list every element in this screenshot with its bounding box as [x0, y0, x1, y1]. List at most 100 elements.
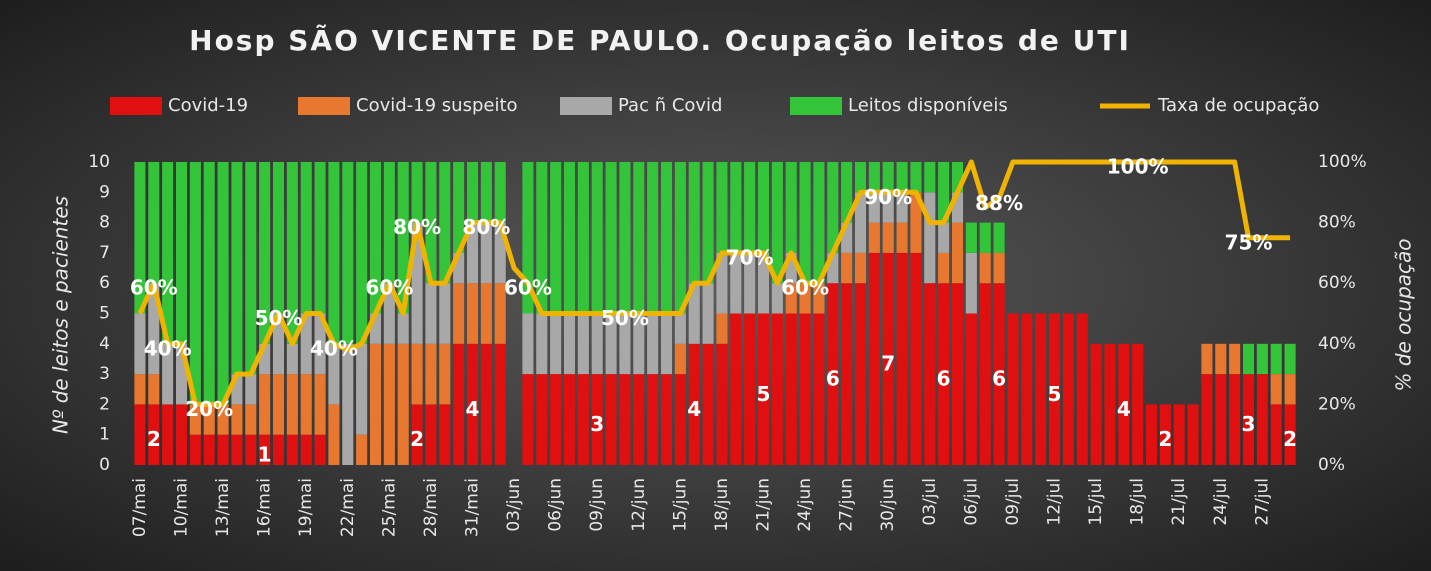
bar-segment — [314, 374, 326, 435]
y2-tick-label: 20% — [1318, 394, 1356, 414]
y-tick-label: 5 — [99, 304, 110, 324]
bar-segment — [369, 343, 382, 465]
bar-segment — [979, 252, 991, 284]
bar-segment — [494, 222, 506, 284]
bar-segment — [272, 374, 285, 435]
x-tick-label: 30/jun — [878, 478, 898, 532]
x-tick-label: 03/jul — [920, 478, 940, 526]
bar-segment — [716, 162, 728, 253]
bar-segment — [480, 343, 492, 465]
data-label: 80% — [462, 215, 510, 239]
bar-segment — [369, 162, 382, 314]
bar-segment — [272, 162, 285, 314]
bar-segment — [286, 374, 298, 435]
bar-segment — [314, 434, 326, 465]
bar-segment — [688, 283, 700, 344]
bar-segment — [425, 404, 437, 465]
data-label: 90% — [864, 185, 912, 209]
bar-segment — [951, 283, 964, 465]
bar-segment — [771, 283, 783, 314]
bar-segment — [868, 162, 880, 193]
bar-segment — [716, 343, 728, 465]
bar-segment — [231, 162, 243, 375]
bar-segment — [1229, 374, 1241, 465]
bar-segment — [563, 374, 576, 465]
bar-segment — [231, 404, 243, 435]
bar-segment — [841, 162, 853, 223]
bar-segment — [577, 162, 589, 314]
x-tick-label: 22/mai — [338, 478, 358, 537]
y-tick-label: 1 — [99, 425, 110, 445]
data-label: 6 — [937, 367, 951, 391]
bar-segment — [1201, 374, 1213, 465]
bar-segment — [647, 374, 659, 465]
bar-segment — [300, 162, 312, 314]
bar-segment — [771, 313, 783, 465]
data-label: 60% — [365, 276, 413, 300]
legend-swatch — [110, 97, 162, 115]
y2-tick-label: 100% — [1318, 152, 1367, 172]
bar-segment — [619, 374, 631, 465]
bar-segment — [314, 313, 326, 375]
bar-segment — [1242, 374, 1255, 465]
x-tick-label: 15/jul — [1086, 478, 1106, 526]
bar-segment — [148, 283, 160, 375]
bar-segment — [938, 283, 950, 465]
bar-segment — [453, 162, 465, 253]
bar-segment — [938, 162, 950, 223]
bar-segment — [1062, 313, 1074, 465]
bar-segment — [189, 404, 201, 435]
bar-segment — [175, 343, 188, 405]
chart-title: Hosp SÃO VICENTE DE PAULO. Ocupação leit… — [189, 23, 1131, 57]
bar-segment — [480, 162, 492, 223]
bar-segment — [550, 374, 562, 465]
bar-segment — [259, 374, 271, 435]
bar-segment — [259, 162, 271, 344]
x-tick-label: 18/jul — [1128, 478, 1148, 526]
bar-segment — [259, 343, 271, 375]
bar-segment — [1187, 404, 1199, 465]
y-tick-label: 3 — [99, 364, 110, 384]
bar-segment — [1118, 343, 1130, 465]
bar-segment — [231, 434, 243, 465]
bar-segment — [799, 162, 811, 284]
bar-segment — [383, 343, 395, 465]
bar-segment — [425, 162, 437, 284]
bar-segment — [744, 252, 756, 314]
bar-segment — [466, 222, 479, 284]
bar-segment — [757, 313, 770, 465]
x-tick-label: 09/jul — [1003, 478, 1023, 526]
y-tick-label: 4 — [99, 334, 110, 354]
legend-label: Pac ñ Covid — [618, 95, 722, 116]
bar-segment — [411, 343, 423, 405]
bar-segment — [951, 192, 964, 223]
data-label: 50% — [255, 306, 303, 330]
bar-segment — [605, 162, 617, 314]
data-label: 40% — [144, 336, 192, 360]
bar-segment — [522, 374, 534, 465]
bar-segment — [868, 192, 880, 223]
bar-segment — [328, 404, 340, 465]
bar-segment — [245, 404, 257, 435]
bar-segment — [591, 374, 603, 465]
bar-segment — [314, 162, 326, 314]
x-tick-label: 27/jul — [1252, 478, 1272, 526]
data-label: 4 — [466, 397, 480, 421]
legend-label: Covid-19 — [168, 95, 248, 116]
bar-segment — [591, 162, 603, 314]
bar-segment — [993, 252, 1005, 284]
data-label: 2 — [410, 427, 424, 451]
y2-tick-label: 60% — [1318, 273, 1356, 293]
bar-segment — [979, 283, 991, 465]
legend-label: Taxa de ocupação — [1157, 95, 1319, 116]
bar-segment — [397, 162, 409, 314]
bar-segment — [633, 313, 645, 375]
bar-segment — [1145, 404, 1158, 465]
bar-segment — [951, 162, 964, 193]
bar-segment — [356, 434, 368, 465]
bar-segment — [453, 252, 465, 284]
bar-segment — [439, 343, 451, 405]
x-tick-label: 09/jun — [587, 478, 607, 532]
bar-segment — [799, 283, 811, 314]
